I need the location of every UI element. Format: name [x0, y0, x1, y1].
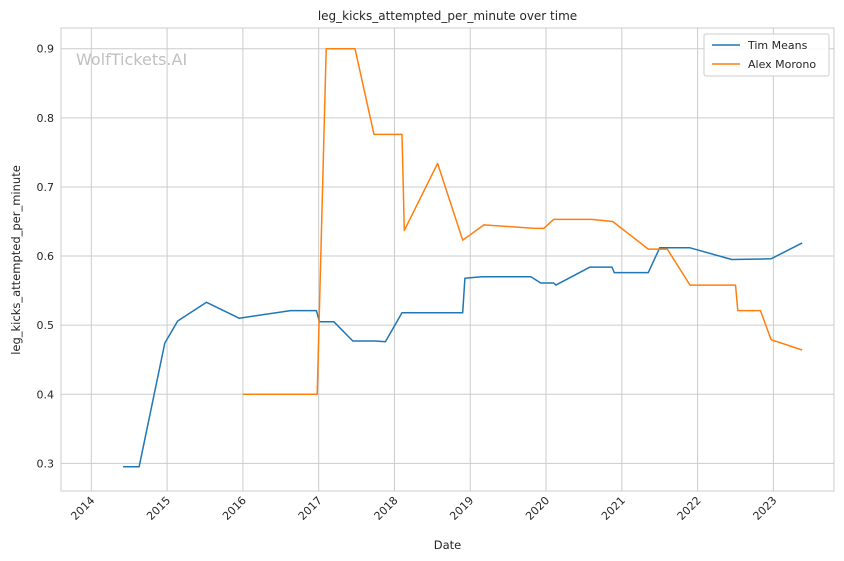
- y-tick-label: 0.6: [37, 250, 55, 263]
- legend-label-tim-means: Tim Means: [747, 39, 808, 52]
- series-lines: [123, 47, 803, 468]
- y-tick-label: 0.7: [37, 181, 55, 194]
- grid-lines: [61, 28, 834, 491]
- plot-frame: [60, 27, 835, 492]
- y-axis-label: leg_kicks_attempted_per_minute: [9, 165, 23, 355]
- y-tick-label: 0.8: [37, 112, 55, 125]
- chart-title: leg_kicks_attempted_per_minute over time: [318, 9, 577, 23]
- y-tick-label: 0.9: [37, 43, 55, 56]
- series-line-tim-means: [123, 242, 803, 468]
- y-tick-label: 0.5: [37, 319, 55, 332]
- y-tick-label: 0.4: [37, 388, 55, 401]
- x-axis-label: Date: [434, 538, 462, 552]
- legend-label-alex-morono: Alex Morono: [748, 58, 816, 71]
- legend: Tim Means Alex Morono: [703, 33, 830, 77]
- watermark-text: WolfTickets.AI: [76, 50, 187, 69]
- series-line-alex-morono: [242, 47, 803, 396]
- y-tick-label: 0.3: [37, 457, 55, 470]
